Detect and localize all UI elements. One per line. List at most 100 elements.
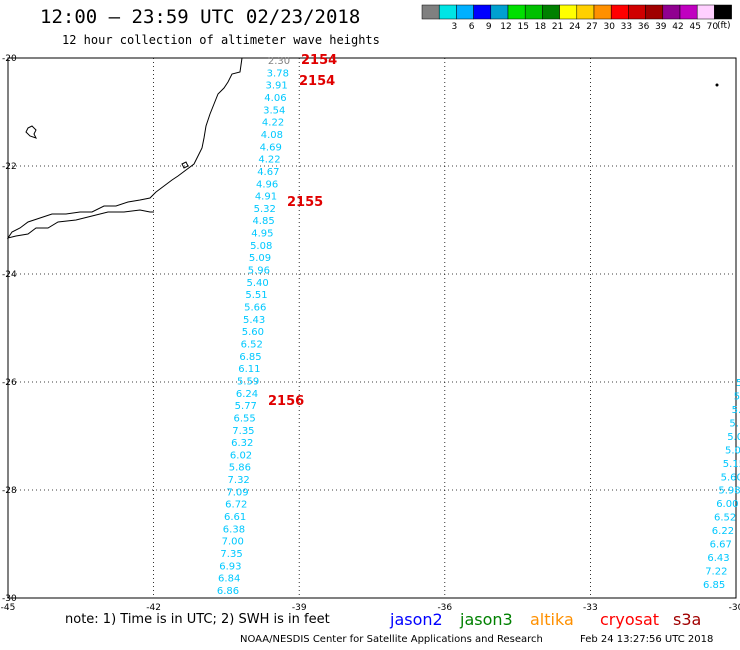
color-swatch bbox=[576, 4, 595, 20]
wave-height-value: 5.77 bbox=[235, 401, 257, 412]
credit-text: NOAA/NESDIS Center for Satellite Applica… bbox=[240, 634, 543, 645]
color-swatch bbox=[542, 4, 560, 20]
wave-height-value: 6.11 bbox=[238, 364, 260, 375]
wave-height-value: 5.0 bbox=[727, 432, 740, 443]
wave-height-value: 6.43 bbox=[707, 553, 729, 564]
longitude-tick-label: -36 bbox=[437, 603, 452, 613]
wave-height-value: 6.02 bbox=[230, 450, 252, 461]
wave-height-value: 6.32 bbox=[231, 438, 253, 449]
coastline bbox=[6, 57, 719, 239]
color-swatch bbox=[559, 4, 578, 20]
island-dot bbox=[715, 83, 719, 87]
color-swatch bbox=[714, 4, 732, 20]
wave-height-value: 5. bbox=[732, 405, 740, 416]
wave-height-value: 4.06 bbox=[264, 93, 286, 104]
wave-height-value: 5.08 bbox=[250, 241, 272, 252]
map-title: 12:00 – 23:59 UTC 02/23/2018 bbox=[40, 6, 361, 28]
wave-height-value: 5.66 bbox=[244, 303, 266, 314]
wave-height-value: 5.40 bbox=[247, 278, 269, 289]
color-scale-tick: 24 bbox=[569, 22, 581, 32]
time-label: 2154 bbox=[299, 74, 335, 89]
color-scale-tick: 3 bbox=[452, 22, 458, 32]
color-swatch bbox=[438, 4, 457, 20]
color-scale-tick: 27 bbox=[586, 22, 597, 32]
wave-height-value: 4.69 bbox=[260, 142, 282, 153]
wave-height-value: 4.22 bbox=[258, 155, 280, 166]
wave-height-value: 3.54 bbox=[263, 105, 285, 116]
color-scale-tick: 45 bbox=[689, 22, 700, 32]
island-path bbox=[25, 125, 37, 139]
wave-height-value: 5.32 bbox=[254, 204, 276, 215]
color-scale-tick: 18 bbox=[535, 22, 547, 32]
time-label: 2156 bbox=[268, 394, 304, 409]
color-swatch bbox=[628, 4, 646, 20]
wave-height-value: 3.78 bbox=[267, 68, 289, 79]
color-scale-tick: 9 bbox=[486, 22, 492, 32]
color-swatch bbox=[593, 4, 612, 20]
wave-height-value: 5.09 bbox=[249, 253, 271, 264]
time-label: 2155 bbox=[287, 195, 323, 210]
satellite-jason2: jason2 bbox=[390, 610, 443, 629]
color-swatch bbox=[645, 4, 664, 20]
track-east: 5 5. 5. 5.1 5.0 5.07 5.15 5.60 5.98 6.00 6.52 6.22 6… bbox=[703, 378, 740, 591]
satellite-cryosat: cryosat bbox=[600, 610, 660, 629]
wave-height-value: 6.85 bbox=[239, 352, 261, 363]
satellite-s3a: s3a bbox=[673, 610, 702, 629]
wave-height-value: 6.00 bbox=[716, 499, 738, 510]
track-main: 2.303.783.914.063.544.224.084.694.224.67… bbox=[217, 56, 290, 597]
wave-height-value: 5 bbox=[736, 378, 740, 389]
wave-height-value: 4.67 bbox=[257, 167, 279, 178]
longitude-tick-label: -30 bbox=[729, 603, 740, 613]
wave-height-value: 6.93 bbox=[219, 561, 241, 572]
wave-height-value: 6.67 bbox=[710, 540, 732, 551]
color-scale-tick: 36 bbox=[638, 22, 650, 32]
color-swatch bbox=[662, 4, 681, 20]
wave-height-value: 5.15 bbox=[723, 459, 740, 470]
wave-height-value: 4.91 bbox=[255, 192, 277, 203]
color-scale-legend: 3 6 9 12 15 18 21 24 27 30 33 36 39 42 45 70 bbox=[421, 4, 732, 32]
wave-height-value: 5. bbox=[734, 391, 740, 402]
color-scale-tick: 39 bbox=[655, 22, 667, 32]
wave-height-value: 5.60 bbox=[242, 327, 264, 338]
wave-height-value: 7.35 bbox=[220, 549, 242, 560]
wave-height-value: 5.96 bbox=[248, 266, 270, 277]
wave-height-value: 4.22 bbox=[262, 118, 284, 129]
wave-height-value: 6.22 bbox=[712, 526, 734, 537]
wave-height-value: 5.59 bbox=[237, 376, 259, 387]
wave-height-value: 6.52 bbox=[241, 339, 263, 350]
wave-height-value: 6.55 bbox=[233, 413, 255, 424]
wave-height-value: 6.84 bbox=[218, 574, 240, 585]
color-scale-tick: 6 bbox=[469, 22, 475, 32]
latitude-tick-label: -20 bbox=[2, 54, 17, 64]
color-scale-tick: 15 bbox=[517, 22, 528, 32]
wave-height-value: 5.43 bbox=[243, 315, 265, 326]
color-scale-tick: 21 bbox=[552, 22, 563, 32]
wave-height-value: 7.35 bbox=[232, 426, 254, 437]
color-swatch bbox=[679, 4, 698, 20]
color-swatch bbox=[610, 4, 629, 20]
wave-height-value: 4.85 bbox=[252, 216, 274, 227]
wave-height-value: 6.85 bbox=[703, 580, 725, 591]
color-scale-tick: 33 bbox=[621, 22, 632, 32]
wave-height-value: 5.1 bbox=[729, 418, 740, 429]
latitude-tick-label: -28 bbox=[2, 486, 17, 496]
color-scale-tick: 12 bbox=[500, 22, 511, 32]
map-subtitle: 12 hour collection of altimeter wave hei… bbox=[62, 33, 380, 47]
wave-height-value: 7.22 bbox=[705, 567, 727, 578]
color-scale-tick: 70 bbox=[707, 22, 719, 32]
wave-height-value: 6.24 bbox=[236, 389, 258, 400]
wave-height-value: 6.52 bbox=[714, 513, 736, 524]
latitude-tick-label: -24 bbox=[2, 270, 17, 280]
longitude-tick-label: -42 bbox=[146, 603, 161, 613]
wave-height-value: 5.86 bbox=[229, 463, 251, 474]
color-swatch bbox=[507, 4, 526, 20]
latitude-tick-label: -26 bbox=[2, 378, 17, 388]
longitude-tick-label: -45 bbox=[1, 603, 16, 613]
timestamp-text: Feb 24 13:27:56 UTC 2018 bbox=[580, 634, 714, 645]
map-grid bbox=[7, 57, 737, 599]
color-swatch bbox=[696, 4, 715, 20]
satellite-altika: altika bbox=[530, 610, 574, 629]
color-swatch bbox=[473, 4, 492, 20]
wave-height-value: 7.09 bbox=[226, 487, 248, 498]
